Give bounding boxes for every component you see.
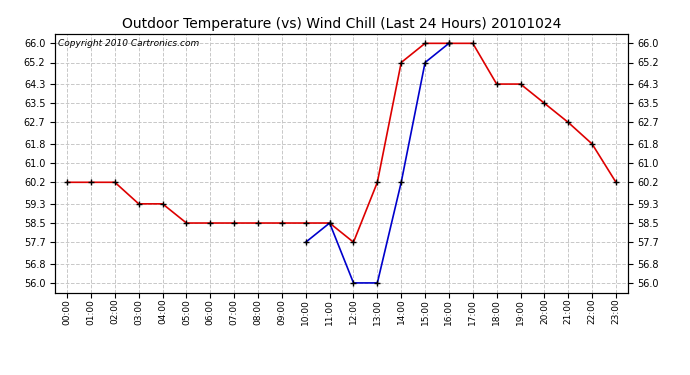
Title: Outdoor Temperature (vs) Wind Chill (Last 24 Hours) 20101024: Outdoor Temperature (vs) Wind Chill (Las… bbox=[122, 17, 561, 31]
Text: Copyright 2010 Cartronics.com: Copyright 2010 Cartronics.com bbox=[58, 39, 199, 48]
